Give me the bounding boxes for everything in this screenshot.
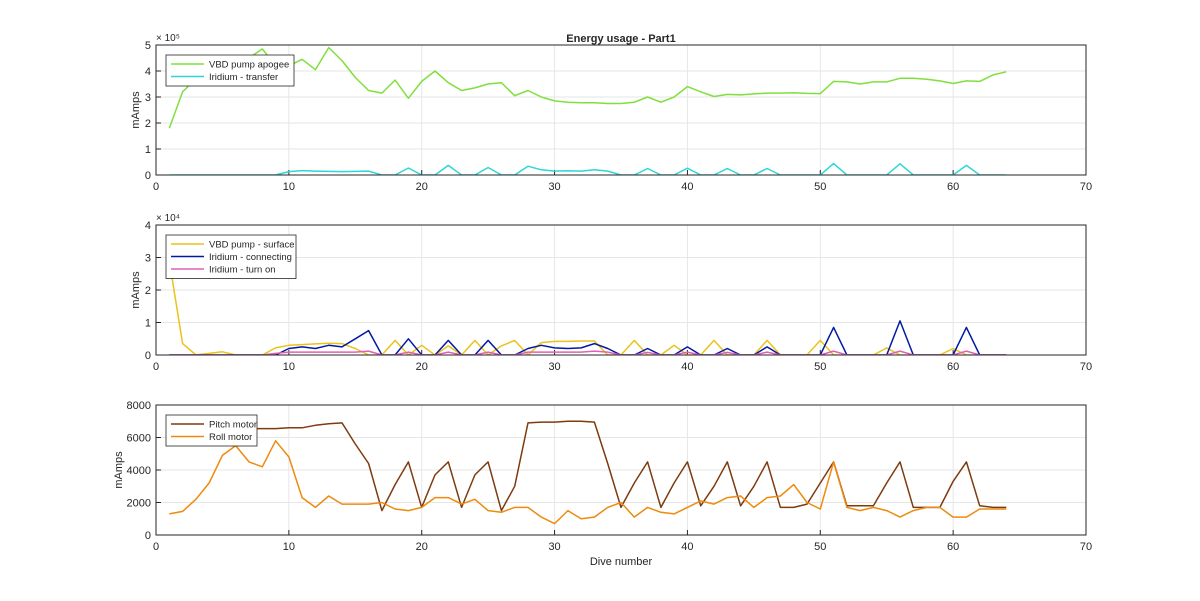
legend-entry: VBD pump apogee [209,60,289,71]
x-tick-label: 70 [1080,181,1092,193]
y-tick-label: 0 [145,170,151,182]
plot-panel-2: mAmps × 10⁴ 0 10 20 30 40 50 60 70 0 1 2 3 4 VBD pump… [130,213,1092,373]
axes-frame [155,44,1087,176]
series-line-pitch-motor [169,420,1007,512]
series-group [168,46,1007,175]
x-tick-label: 70 [1080,361,1092,373]
y-tick-label: 4000 [127,465,151,477]
x-tick-label: 0 [153,181,159,193]
axes-frame [155,224,1087,356]
y-tick-label: 4 [145,66,151,78]
x-tick-label: 60 [947,541,959,553]
x-tick-label: 0 [153,541,159,553]
legend-entry: Iridium - connecting [209,252,292,263]
y-exponent: × 10⁵ [156,33,180,44]
series-group [168,260,1007,355]
y-tick-label: 3 [145,253,151,265]
y-tick-label: 2 [145,118,151,130]
x-tick-label: 20 [416,361,428,373]
x-tick-label: 50 [814,361,826,373]
y-tick-label: 0 [145,530,151,542]
x-tick-label: 20 [416,541,428,553]
y-tick-label: 2 [145,285,151,297]
legend-entry: VBD pump - surface [209,240,295,251]
y-tick-label: 1 [145,144,151,156]
x-tick-label: 10 [283,361,295,373]
y-axis-label: mAmps [130,271,142,309]
x-tick-label: 30 [548,361,560,373]
x-tick-label: 10 [283,541,295,553]
series-line-vbd-pump-apogee [168,46,1007,129]
x-tick-label: 50 [814,181,826,193]
x-tick-label: 20 [416,181,428,193]
series-group [169,420,1007,525]
x-tick-label: 40 [681,361,693,373]
y-tick-label: 3 [145,92,151,104]
x-tick-label: 0 [153,361,159,373]
x-tick-label: 10 [283,181,295,193]
y-tick-label: 8000 [127,400,151,412]
x-axis-label: Dive number [590,556,653,568]
series-line-vbd-pump-surface [168,260,1007,355]
plot-area [156,45,1086,175]
x-tick-label: 70 [1080,541,1092,553]
legend-box [165,414,258,447]
series-line-iridium-transfer [169,162,1007,175]
plot-panel-3: mAmps Dive number 0 10 20 30 40 50 60 70 0 2000 40… [113,400,1092,568]
y-axis-label: mAmps [113,451,125,489]
y-tick-label: 6000 [127,433,151,445]
plot-panel-1: Energy usage - Part1 mAmps × 10⁵ 0 10 20 30… [130,33,1092,193]
y-axis-label: mAmps [130,91,142,129]
x-tick-label: 40 [681,541,693,553]
y-tick-label: 4 [145,220,151,232]
series-line-iridium-turn-on [169,350,1007,355]
series-line-iridium-connecting [169,320,1007,355]
chart-title: Energy usage - Part1 [566,33,675,45]
legend-entry: Iridium - turn on [209,265,276,276]
series-line-roll-motor [169,440,1007,525]
x-tick-label: 60 [947,181,959,193]
x-tick-label: 30 [548,181,560,193]
y-tick-label: 5 [145,40,151,52]
x-tick-label: 50 [814,541,826,553]
legend-entry: Roll motor [209,432,252,443]
x-tick-label: 40 [681,181,693,193]
legend-entry: Iridium - transfer [209,72,278,83]
y-tick-label: 1 [145,318,151,330]
y-exponent: × 10⁴ [156,213,180,224]
x-tick-label: 60 [947,361,959,373]
legend-entry: Pitch motor [209,420,257,431]
x-tick-label: 30 [548,541,560,553]
y-tick-label: 0 [145,350,151,362]
y-tick-label: 2000 [127,498,151,510]
axes-frame [155,404,1087,536]
legend-box [165,54,295,87]
